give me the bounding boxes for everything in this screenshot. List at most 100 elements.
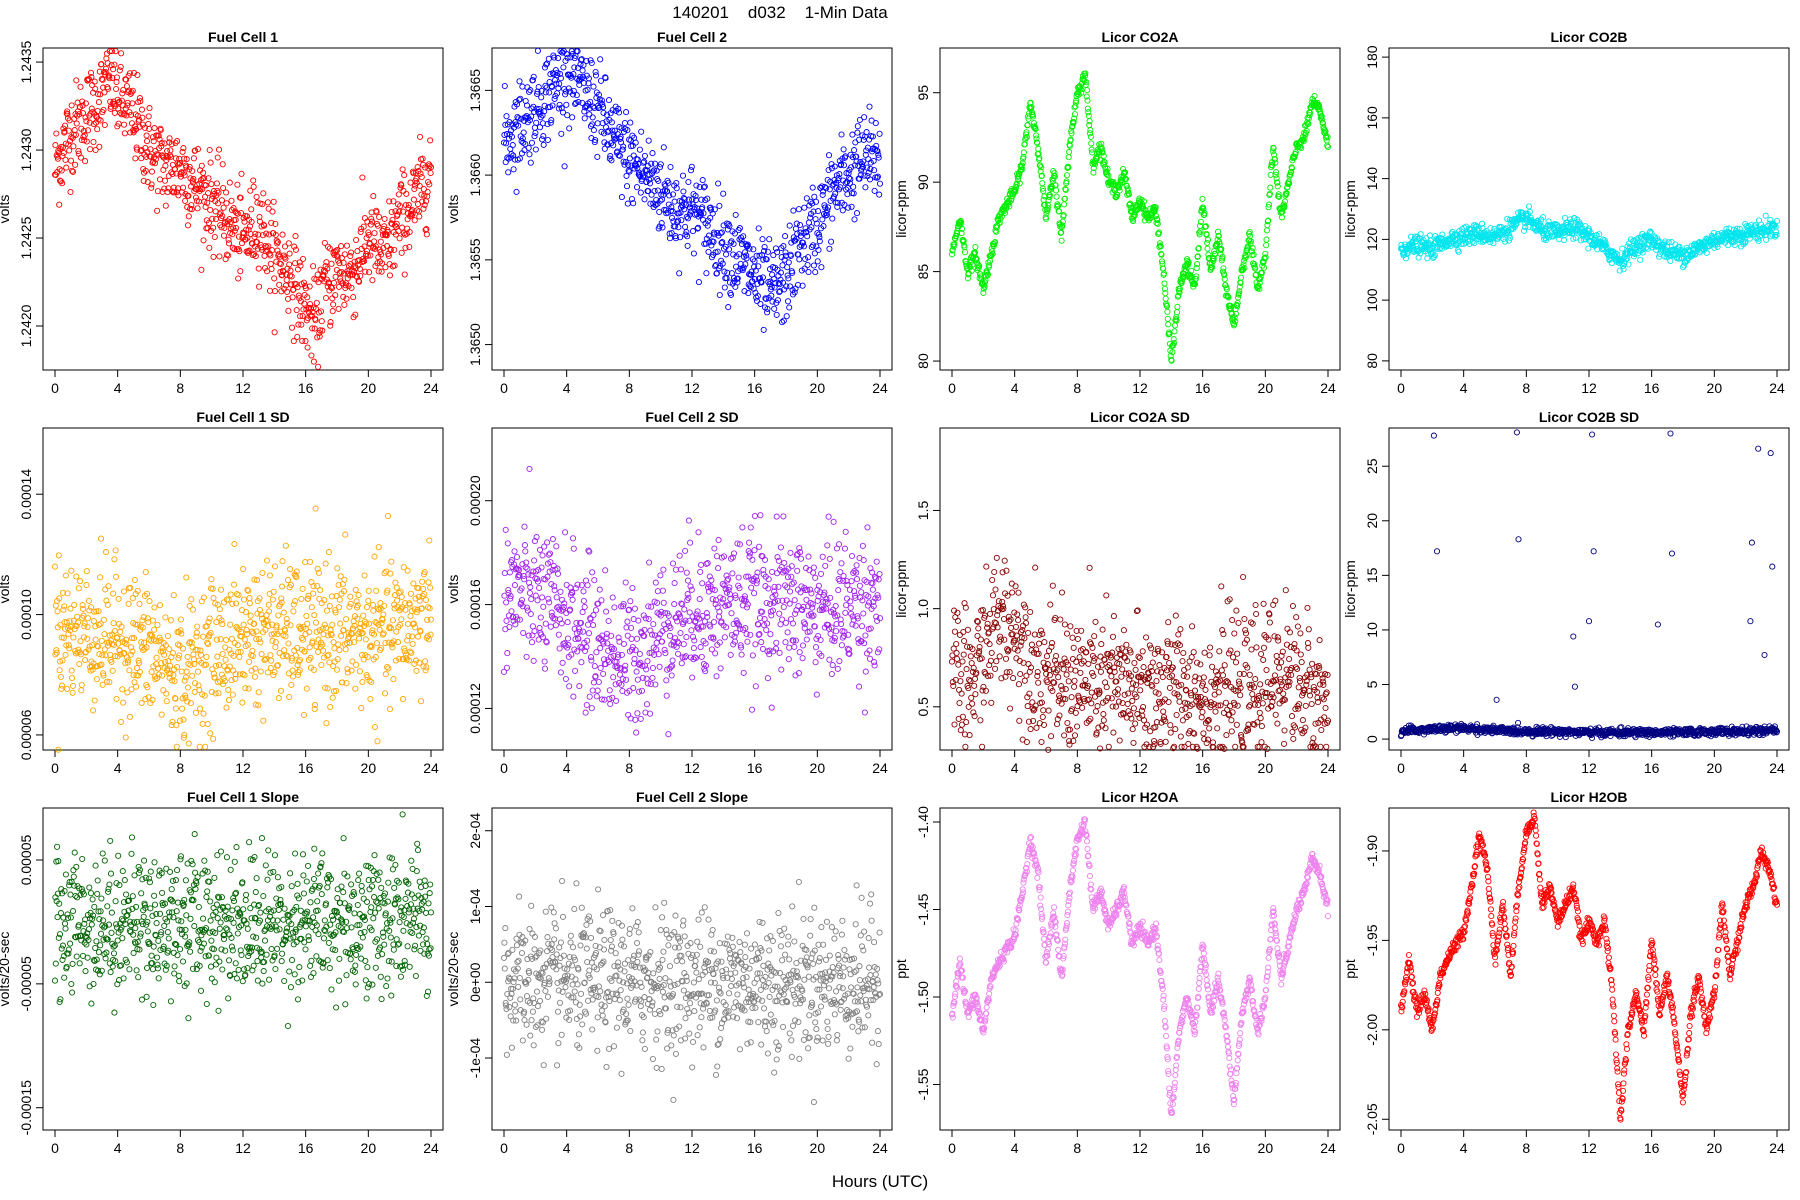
data-point (285, 240, 292, 247)
data-point (358, 705, 365, 712)
data-point (62, 572, 69, 579)
data-point (268, 265, 275, 273)
data-point (632, 139, 639, 146)
data-point (357, 228, 364, 236)
data-point (615, 109, 623, 116)
data-point (658, 220, 665, 227)
data-point (240, 621, 247, 628)
data-point (620, 143, 627, 150)
data-point (233, 224, 240, 232)
data-point (111, 627, 118, 635)
data-point (562, 529, 569, 536)
data-point (523, 112, 530, 120)
data-point (504, 540, 511, 547)
data-point (166, 135, 173, 142)
data-point (814, 258, 821, 265)
data-point (566, 683, 573, 690)
data-point (162, 162, 169, 169)
data-point (590, 127, 597, 134)
data-point (322, 560, 329, 567)
data-point (141, 124, 148, 131)
data-point (313, 299, 320, 306)
x-tick-label: 16 (747, 760, 763, 776)
data-point (287, 267, 294, 274)
data-point (669, 214, 676, 221)
data-point (367, 221, 374, 228)
data-point (277, 260, 284, 268)
data-point (78, 681, 85, 689)
y-tick-label: 140 (1364, 167, 1380, 191)
data-point (1173, 309, 1181, 316)
data-point (399, 224, 406, 231)
data-point (540, 141, 547, 148)
y-tick-label: 0.00012 (467, 683, 483, 734)
data-point (605, 617, 612, 625)
data-point (592, 68, 599, 76)
data-point (554, 55, 562, 62)
data-point (566, 125, 573, 132)
data-point (414, 633, 422, 640)
data-point (580, 588, 587, 595)
data-point (216, 253, 223, 260)
data-point (192, 709, 199, 716)
data-point (90, 138, 97, 146)
data-point (669, 208, 676, 215)
data-point (421, 192, 428, 199)
data-point (325, 549, 332, 556)
data-point (557, 669, 564, 676)
data-point (210, 224, 217, 231)
data-point (504, 650, 511, 657)
data-point (793, 220, 800, 227)
data-point (61, 603, 68, 610)
data-point (327, 319, 334, 326)
data-point (840, 146, 847, 153)
y-tick-label: 1.2435 (18, 40, 34, 83)
data-point (112, 547, 119, 554)
data-point (677, 234, 684, 241)
x-tick-label: 16 (1195, 380, 1211, 396)
data-point (199, 720, 206, 727)
data-point (226, 179, 233, 186)
data-point (561, 163, 568, 170)
data-point (531, 133, 538, 140)
data-point (338, 243, 345, 250)
data-point (528, 639, 536, 646)
data-point (100, 616, 107, 623)
x-tick-label: 20 (810, 760, 826, 776)
data-point (198, 266, 205, 273)
data-point (337, 278, 344, 285)
data-point (634, 676, 641, 683)
data-point (259, 232, 266, 239)
data-point (606, 687, 613, 694)
data-point (105, 85, 112, 92)
data-point (1637, 256, 1644, 263)
data-point (355, 278, 362, 285)
data-point (69, 167, 76, 174)
data-point (690, 250, 697, 257)
data-point (294, 266, 302, 273)
data-point (88, 73, 95, 81)
data-point (393, 220, 400, 227)
data-point (526, 88, 533, 95)
x-tick-label: 24 (872, 380, 888, 396)
data-point (157, 126, 164, 134)
data-point (57, 673, 64, 681)
data-point (530, 657, 537, 664)
data-point (76, 660, 83, 668)
data-point (386, 272, 394, 279)
data-point (404, 620, 412, 627)
data-point (400, 187, 407, 194)
data-point (79, 98, 86, 105)
data-point (221, 224, 228, 231)
data-point (403, 190, 410, 197)
data-point (327, 284, 335, 291)
data-point (503, 664, 510, 671)
data-point (585, 75, 592, 82)
data-point (268, 219, 275, 226)
data-point (244, 234, 251, 241)
data-point (117, 628, 124, 635)
data-point (633, 184, 641, 191)
data-point (405, 201, 412, 209)
data-point (308, 312, 315, 319)
